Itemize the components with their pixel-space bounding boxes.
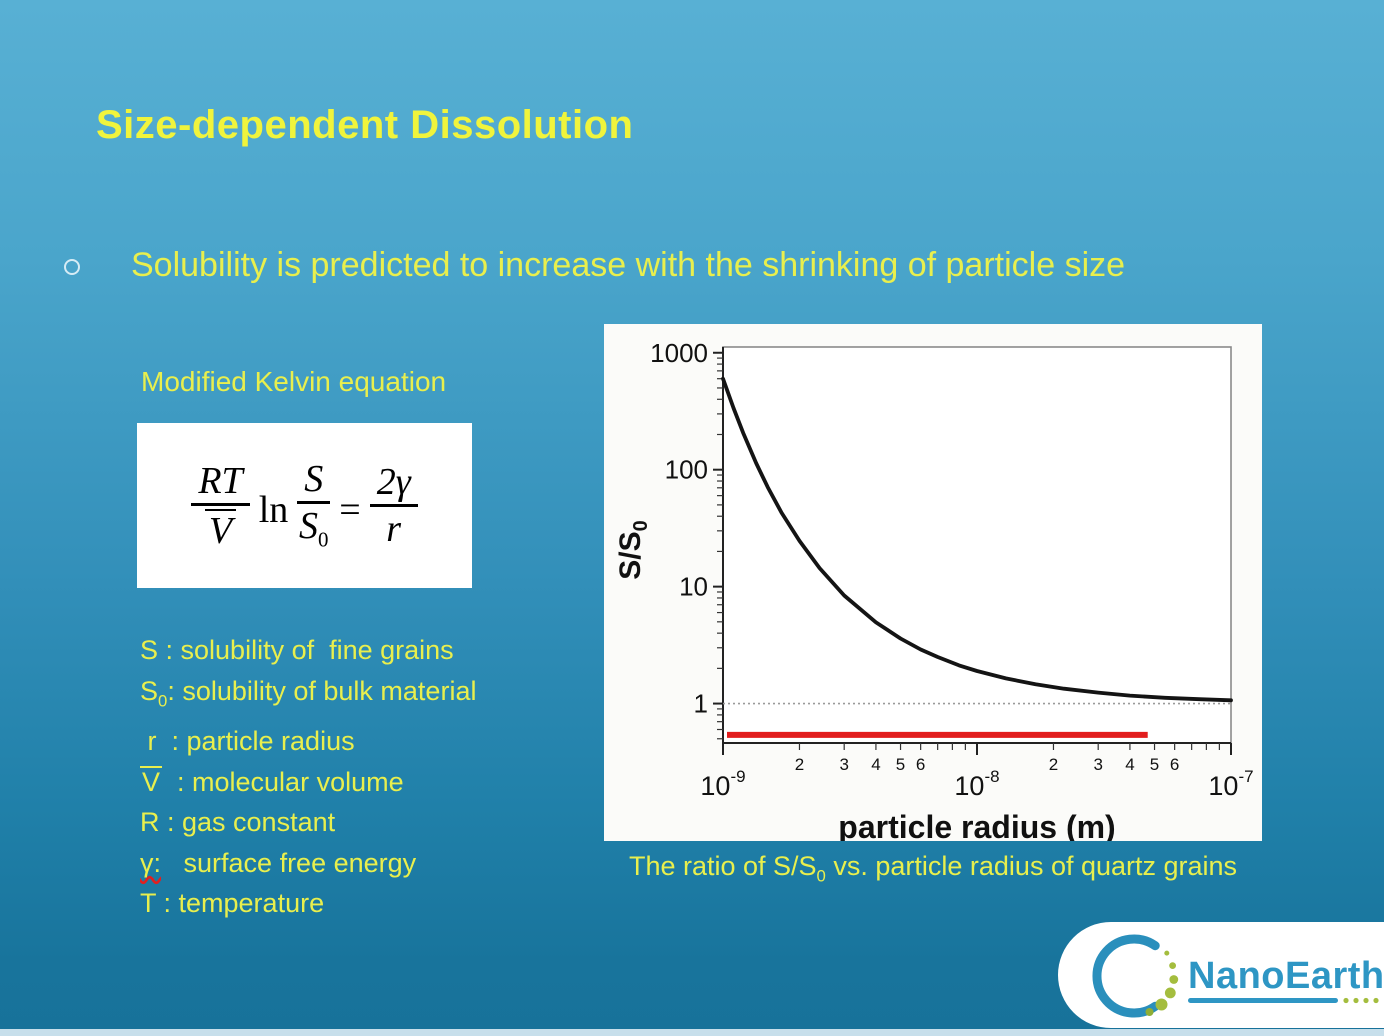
- symbol-definitions-list: S : solubility of fine grains S0: solubil…: [140, 630, 476, 924]
- equation-2gamma: 2γ: [369, 463, 418, 507]
- chart-panel: 1000 100 10 1 10-9 10-8 10-7 2 3 4 5 6 2 3 4 5 6 particle…: [604, 324, 1262, 845]
- logo-dots-icon: [1145, 950, 1179, 1016]
- equation-box: RT V ln S S0 = 2γ r: [137, 423, 472, 588]
- y-tick-label: 100: [665, 455, 708, 485]
- x-tick-label: 10-9: [700, 767, 745, 801]
- definition-symbol: r: [140, 726, 164, 757]
- equation-rt: RT: [191, 462, 250, 506]
- logo-wordmark: NanoEarth: [1188, 955, 1384, 997]
- x-axis-title: particle radius (m): [838, 809, 1115, 841]
- x-minor-label: 4: [1125, 755, 1134, 774]
- definition-symbol: V: [140, 765, 163, 797]
- equation-fraction-left: RT V: [191, 462, 250, 550]
- equation-ln: ln: [258, 488, 289, 531]
- x-minor-label: 6: [916, 755, 925, 774]
- equation-r: r: [386, 508, 402, 550]
- definition-line: V : molecular volume: [140, 765, 404, 797]
- y-tick-label: 10: [679, 572, 708, 602]
- y-tick-label: 1: [694, 689, 708, 719]
- kelvin-equation: RT V ln S S0 = 2γ r: [191, 460, 418, 552]
- page-title: Size-dependent Dissolution: [96, 103, 634, 147]
- chart-caption: The ratio of S/S0 vs. particle radius of…: [628, 851, 1238, 886]
- x-minor-label: 5: [1150, 755, 1159, 774]
- logo-underline: [1188, 998, 1338, 1003]
- equation-s0: S0: [299, 505, 329, 552]
- definition-symbol: R: [140, 807, 160, 838]
- nanoearth-logo: NanoEarth: [1058, 922, 1384, 1028]
- definition-line: R : gas constant: [140, 807, 336, 838]
- equation-vbar: V: [204, 508, 237, 550]
- definition-line: r : particle radius: [140, 726, 355, 757]
- x-tick-label: 10-8: [954, 767, 999, 801]
- y-axis-title: S/S0: [614, 520, 652, 579]
- x-minor-label: 4: [871, 755, 880, 774]
- equation-fraction-right: 2γ r: [369, 463, 418, 550]
- logo-arc-icon: [1092, 934, 1160, 1018]
- x-minor-label: 3: [839, 755, 848, 774]
- definition-line: S0: solubility of bulk material: [140, 675, 477, 710]
- definition-line: γ: surface free energy: [140, 847, 417, 878]
- logo-underline-dots-icon: [1343, 997, 1379, 1004]
- equation-s: S: [297, 460, 331, 505]
- x-minor-label: 6: [1170, 755, 1179, 774]
- x-minor-label: 3: [1093, 755, 1102, 774]
- definition-line: S : solubility of fine grains: [140, 635, 454, 665]
- x-minor-label: 5: [896, 755, 905, 774]
- y-tick-label: 1000: [650, 338, 708, 368]
- equation-equals: =: [339, 488, 361, 531]
- nanoearth-logo-graphic: NanoEarth: [1092, 934, 1384, 1018]
- bottom-strip: [0, 1029, 1384, 1036]
- chart-curve: [721, 376, 1233, 703]
- equation-fraction-mid: S S0: [297, 460, 331, 552]
- definition-symbol: S: [140, 675, 159, 706]
- definition-symbol: T: [140, 888, 157, 919]
- definition-line: T : temperature: [140, 888, 325, 919]
- x-tick-label: 10-7: [1208, 767, 1253, 801]
- definition-symbol: γ:: [140, 847, 162, 878]
- x-minor-label: 2: [795, 755, 804, 774]
- plot-box: [722, 346, 1232, 744]
- x-minor-label: 2: [1049, 755, 1058, 774]
- bullet-marker-icon: [64, 259, 80, 275]
- definition-symbol: S: [140, 635, 159, 665]
- bullet-text: Solubility is predicted to increase with…: [131, 246, 1126, 284]
- equation-label: Modified Kelvin equation: [141, 366, 447, 397]
